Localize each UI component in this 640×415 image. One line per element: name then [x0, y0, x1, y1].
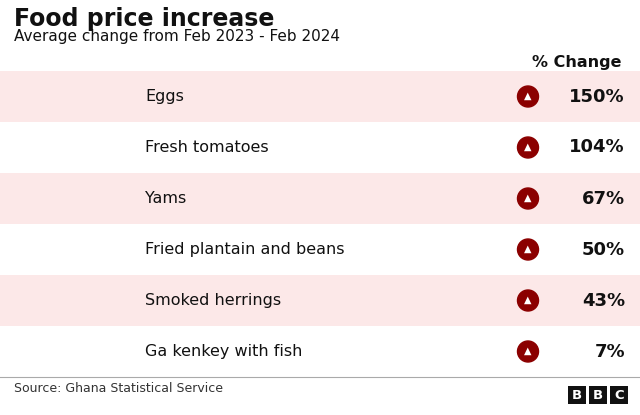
Text: Average change from Feb 2023 - Feb 2024: Average change from Feb 2023 - Feb 2024 — [14, 29, 340, 44]
Text: ▲: ▲ — [524, 346, 532, 356]
Bar — [0, 71, 640, 122]
Text: Fried plantain and beans: Fried plantain and beans — [145, 242, 344, 257]
Circle shape — [518, 188, 538, 209]
Text: Smoked herrings: Smoked herrings — [145, 293, 281, 308]
Bar — [568, 386, 586, 404]
Text: ▲: ▲ — [524, 295, 532, 305]
Circle shape — [518, 290, 538, 311]
Circle shape — [518, 137, 538, 158]
Text: 67%: 67% — [582, 190, 625, 208]
Text: B: B — [572, 388, 582, 401]
Text: C: C — [614, 388, 624, 401]
Bar — [0, 275, 640, 326]
Bar — [0, 224, 640, 275]
Circle shape — [518, 239, 538, 260]
Text: B: B — [593, 388, 603, 401]
Text: Source: Ghana Statistical Service: Source: Ghana Statistical Service — [14, 382, 223, 395]
Text: % Change: % Change — [532, 55, 622, 70]
Circle shape — [518, 86, 538, 107]
Circle shape — [518, 341, 538, 362]
Text: ▲: ▲ — [524, 193, 532, 203]
Text: 50%: 50% — [582, 241, 625, 259]
Text: Yams: Yams — [145, 191, 186, 206]
Bar — [610, 386, 628, 404]
Text: Eggs: Eggs — [145, 89, 184, 104]
Bar — [0, 173, 640, 224]
Bar — [0, 326, 640, 377]
Text: ▲: ▲ — [524, 244, 532, 254]
Text: ▲: ▲ — [524, 142, 532, 152]
Bar — [589, 386, 607, 404]
Text: Fresh tomatoes: Fresh tomatoes — [145, 140, 269, 155]
Text: ▲: ▲ — [524, 91, 532, 101]
Text: 7%: 7% — [595, 342, 625, 361]
Bar — [0, 122, 640, 173]
Text: 150%: 150% — [570, 88, 625, 105]
Text: 43%: 43% — [582, 291, 625, 310]
Text: 104%: 104% — [570, 139, 625, 156]
Text: Ga kenkey with fish: Ga kenkey with fish — [145, 344, 302, 359]
Text: Food price increase: Food price increase — [14, 7, 275, 31]
